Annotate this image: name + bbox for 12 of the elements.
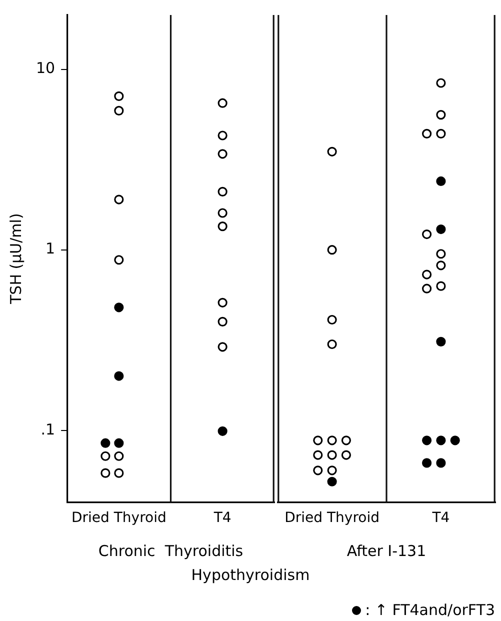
y-tick-label: 10	[36, 59, 56, 78]
y-tick-label: 1	[46, 240, 56, 258]
x-tick-label: Dried Thyroid	[71, 510, 166, 526]
x-tick-label: Dried Thyroid	[284, 510, 380, 526]
x-tick-label: T4	[212, 510, 232, 526]
y-tick-label: .1	[40, 420, 56, 438]
text: Hypothyroidism	[190, 566, 311, 584]
x-axis-title: Chronic Thyroiditis	[98, 542, 244, 560]
y-axis-title: TSH (μU/ml)	[6, 213, 25, 305]
x-axis-title: After I-131	[346, 542, 426, 560]
x-tick-label: T4	[431, 510, 450, 526]
legend-label: : ↑ FT4and/orFT3	[365, 601, 495, 619]
